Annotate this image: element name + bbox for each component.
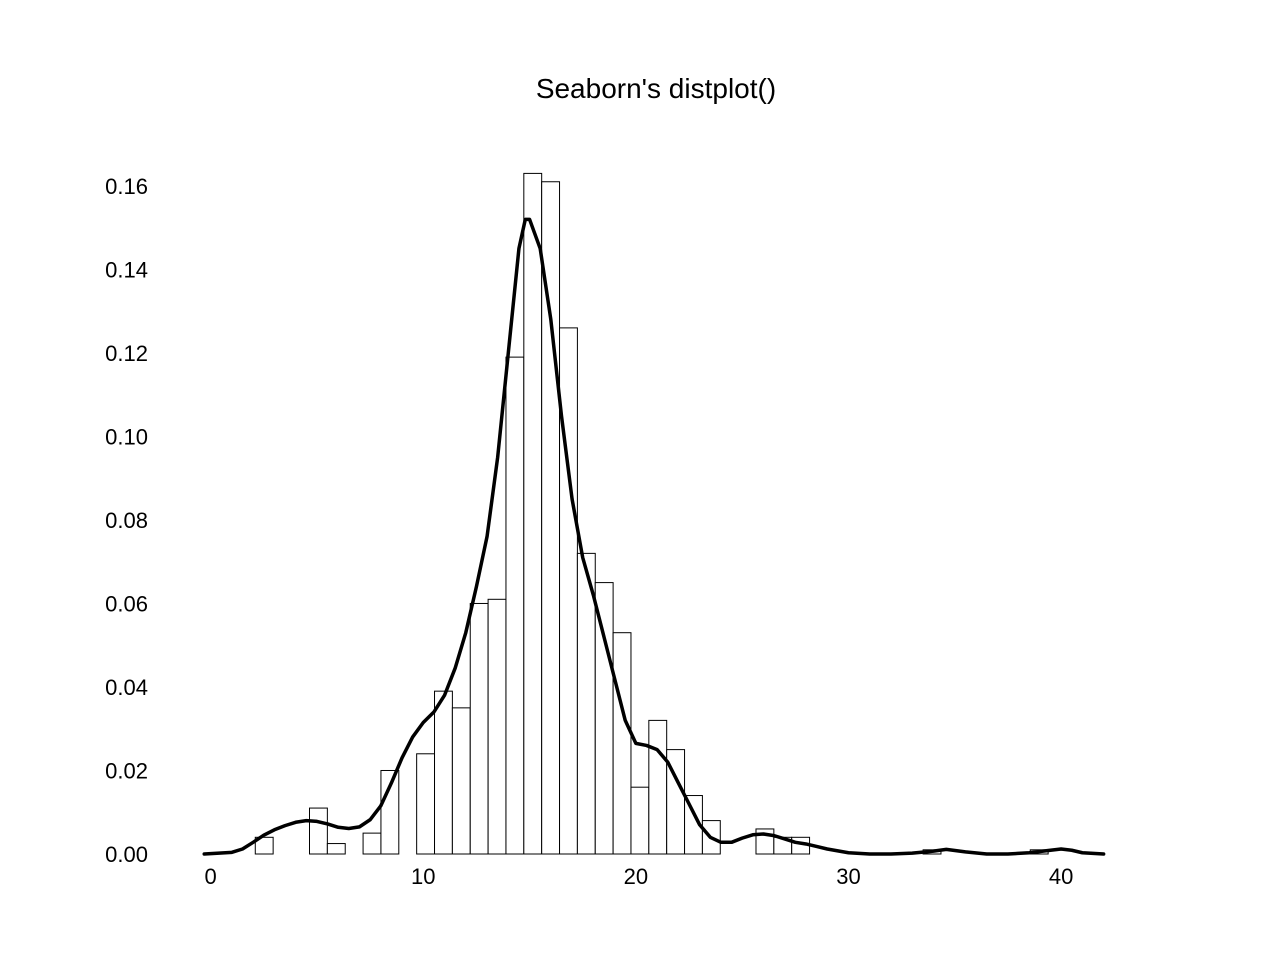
x-tick-label: 40	[1049, 864, 1073, 889]
y-tick-label: 0.00	[105, 842, 148, 867]
histogram-bar	[434, 690, 453, 855]
histogram-bar	[630, 786, 650, 855]
y-tick-label: 0.08	[105, 508, 148, 533]
histogram-bar	[326, 843, 346, 855]
y-tick-label: 0.10	[105, 424, 148, 449]
histogram-bars	[254, 172, 1049, 855]
x-tick-label: 20	[624, 864, 648, 889]
chart-title: Seaborn's distplot()	[536, 73, 776, 104]
y-tick-labels: 0.00 0.02 0.04 0.06 0.08 0.10 0.12 0.14 0.16	[105, 174, 148, 867]
histogram-bar	[648, 719, 668, 855]
histogram-bar	[309, 807, 328, 855]
y-tick-label: 0.06	[105, 591, 148, 616]
y-tick-label: 0.04	[105, 675, 148, 700]
histogram-bar	[451, 707, 471, 855]
x-tick-label: 30	[836, 864, 860, 889]
histogram-bar	[254, 836, 274, 855]
y-tick-label: 0.16	[105, 174, 148, 199]
x-tick-labels: 0 10 20 30 40	[205, 864, 1074, 889]
histogram-bar	[362, 832, 382, 855]
kde-line	[202, 217, 1106, 856]
x-tick-label: 0	[205, 864, 217, 889]
histogram-bar	[469, 602, 489, 855]
y-tick-label: 0.14	[105, 257, 148, 282]
histogram-bar	[380, 769, 400, 855]
y-tick-label: 0.12	[105, 341, 148, 366]
histogram-bar	[487, 598, 507, 855]
histogram-bar	[594, 582, 614, 855]
histogram-bar	[416, 753, 436, 855]
kde-layer	[202, 217, 1106, 856]
histogram-bar	[523, 172, 543, 855]
histogram-bar	[505, 356, 525, 855]
y-tick-label: 0.02	[105, 758, 148, 783]
histogram-bar	[612, 632, 632, 855]
x-tick-label: 10	[411, 864, 435, 889]
